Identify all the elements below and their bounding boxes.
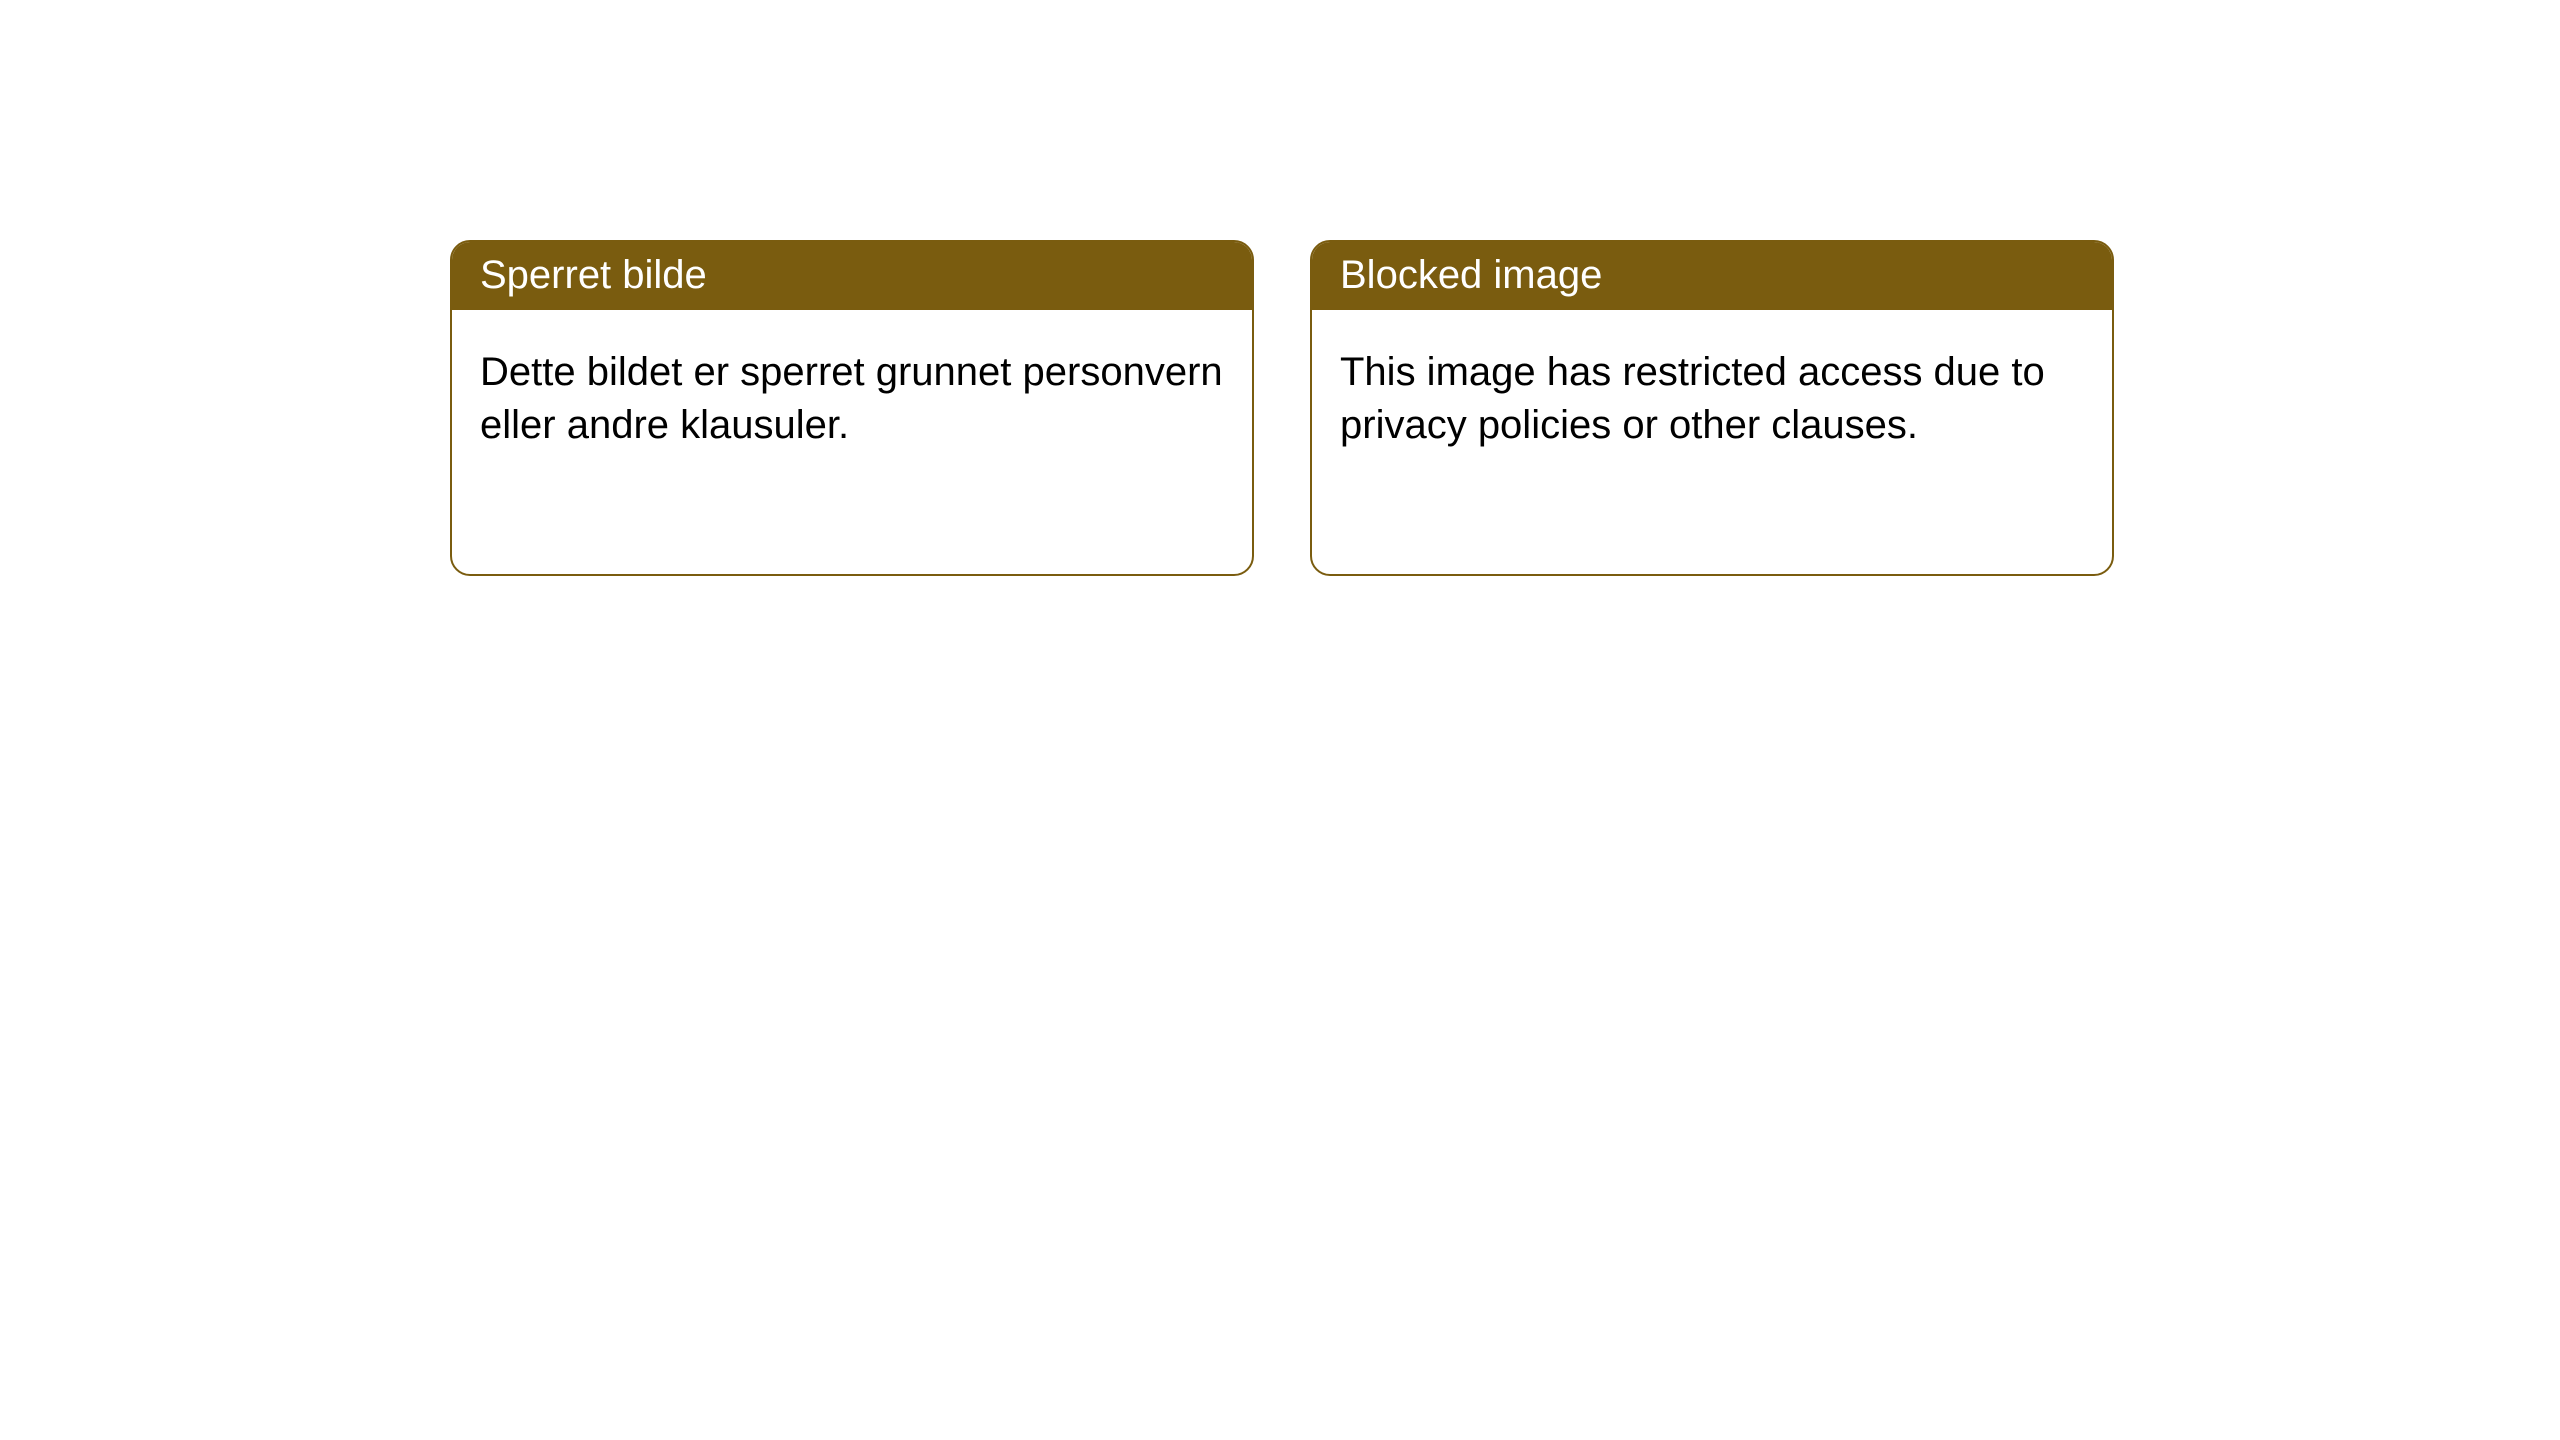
card-body-no: Dette bildet er sperret grunnet personve… bbox=[452, 310, 1252, 480]
notice-container: Sperret bilde Dette bildet er sperret gr… bbox=[0, 0, 2560, 576]
card-header-en: Blocked image bbox=[1312, 242, 2112, 310]
blocked-image-card-no: Sperret bilde Dette bildet er sperret gr… bbox=[450, 240, 1254, 576]
card-header-no: Sperret bilde bbox=[452, 242, 1252, 310]
blocked-image-card-en: Blocked image This image has restricted … bbox=[1310, 240, 2114, 576]
card-body-en: This image has restricted access due to … bbox=[1312, 310, 2112, 480]
